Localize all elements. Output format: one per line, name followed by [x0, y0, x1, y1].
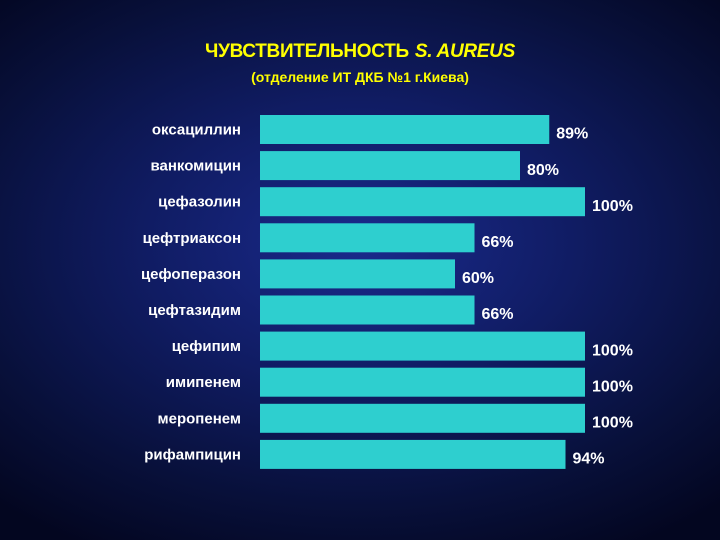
bar [260, 115, 550, 144]
category-label: цефтазидим [148, 302, 241, 319]
category-label: цефтриаксон [143, 230, 241, 247]
value-label: 89% [556, 126, 588, 143]
chart-title: ЧУВСТВИТЕЛЬНОСТЬ S. AUREUS [0, 41, 720, 63]
value-label: 100% [592, 378, 633, 395]
value-label: 100% [592, 198, 633, 215]
bar [260, 151, 520, 181]
bar [260, 439, 566, 469]
value-label: 100% [592, 415, 633, 432]
category-label: цефоперазон [141, 266, 241, 283]
bar [260, 403, 585, 433]
value-label: 66% [482, 306, 514, 323]
chart-title-main: ЧУВСТВИТЕЛЬНОСТЬ [205, 41, 409, 62]
bar [260, 187, 585, 217]
category-label: цефипим [172, 338, 241, 355]
value-label: 94% [573, 451, 605, 468]
bar [260, 331, 585, 361]
category-label: ванкомицин [150, 158, 241, 175]
value-label: 80% [527, 162, 559, 179]
chart-subtitle: (отделение ИТ ДКБ №1 г.Киева) [251, 69, 469, 85]
category-label: цефазолин [158, 194, 241, 211]
value-label: 60% [462, 270, 494, 287]
bar [260, 223, 475, 253]
category-label: оксациллин [152, 121, 241, 138]
bar [260, 259, 455, 289]
chart-title-organism: S. AUREUS [414, 41, 515, 62]
category-label: рифампицин [144, 446, 241, 463]
category-label: имипенем [166, 374, 241, 391]
bar [260, 367, 585, 397]
bar [260, 295, 475, 325]
category-label: меропенем [158, 410, 241, 427]
value-label: 66% [482, 234, 514, 251]
value-label: 100% [592, 342, 633, 359]
